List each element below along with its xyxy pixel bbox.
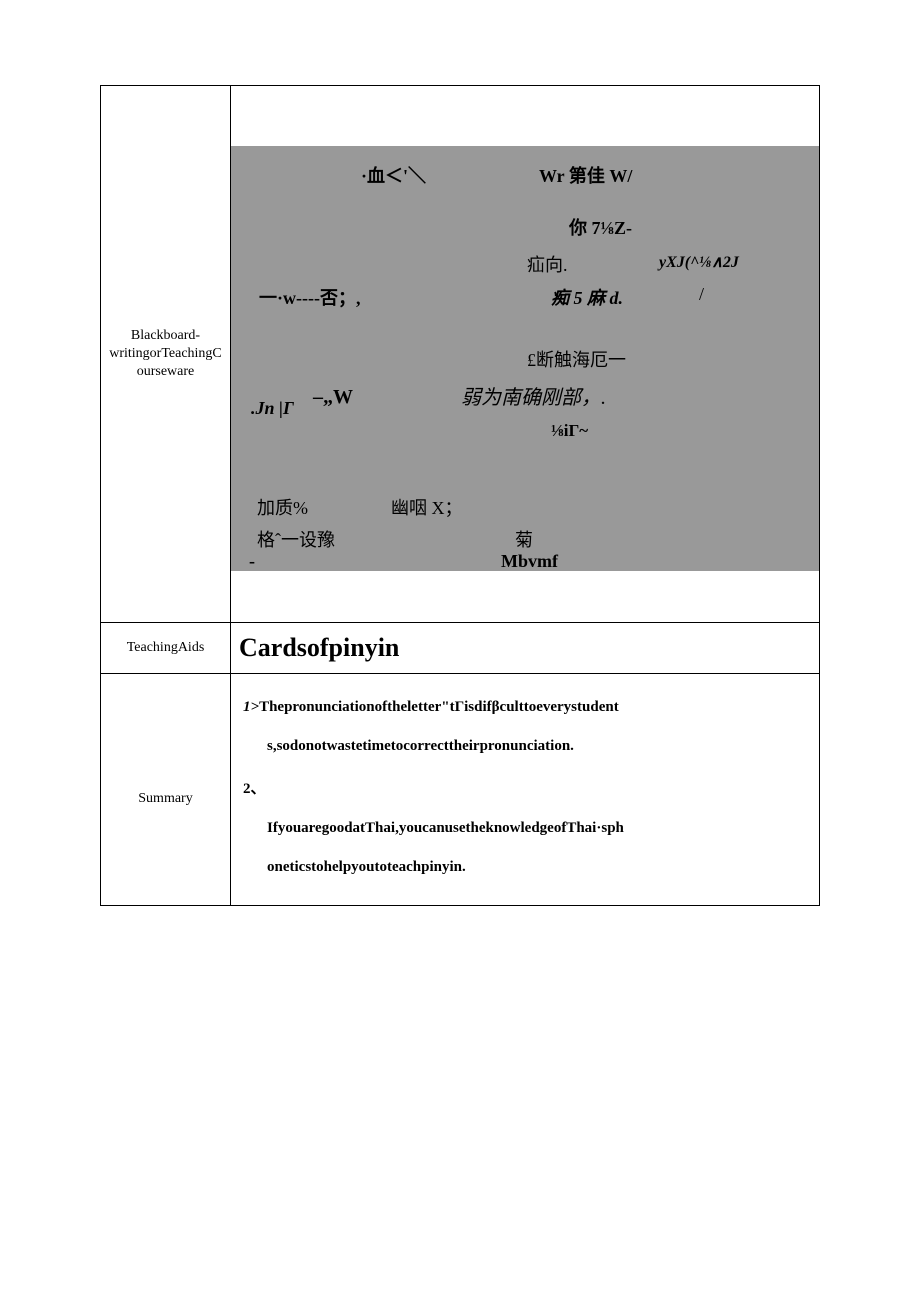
blackboard-white-top <box>231 86 819 146</box>
gray-text-13: ⅛iΓ~ <box>551 421 588 441</box>
gray-text-10: 弱为南确刚部，. <box>461 381 606 410</box>
summary-2-line2: oneticstohelpyoutoteachpinyin. <box>243 848 807 887</box>
gray-text-14: 加质% <box>257 494 308 520</box>
label-aids: TeachingAids <box>101 623 231 674</box>
gray-text-12: –„W <box>313 386 353 409</box>
label-aids-text: TeachingAids <box>127 640 205 655</box>
summary-item-2: 2、 IfyouaregoodatThai,youcanusetheknowle… <box>243 770 807 887</box>
summary-area: 1>Thepronunciationoftheletter"tΓisdifβcu… <box>231 674 819 905</box>
blackboard-area: ·血＜'＼ Wr 第佳 W/ 你 7⅛Z- 疝向. yXJ(^⅛∧2J 一·w-… <box>231 86 819 622</box>
blackboard-white-bottom <box>231 571 819 622</box>
blackboard-gray: ·血＜'＼ Wr 第佳 W/ 你 7⅛Z- 疝向. yXJ(^⅛∧2J 一·w-… <box>231 146 819 571</box>
document-table: Blackboard-writingorTeachingCourseware ·… <box>100 85 820 906</box>
gray-text-19: Mbvmf <box>501 551 558 572</box>
summary-1-num: 1> <box>243 699 259 715</box>
row-blackboard: Blackboard-writingorTeachingCourseware ·… <box>101 86 820 623</box>
summary-1-line1: Thepronunciationoftheletter"tΓisdifβcult… <box>259 699 619 715</box>
label-blackboard: Blackboard-writingorTeachingCourseware <box>101 86 231 623</box>
gray-text-5: yXJ(^⅛∧2J <box>659 252 739 272</box>
aids-area: Cardsofpinyin <box>231 623 819 673</box>
gray-text-3: 你 7⅛Z- <box>569 214 632 240</box>
row-aids: TeachingAids Cardsofpinyin <box>101 623 820 674</box>
cards-text: Cardsofpinyin <box>239 633 399 662</box>
gray-text-6: 一·w----否；, <box>259 284 360 310</box>
label-summary: Summary <box>101 674 231 906</box>
summary-item-1: 1>Thepronunciationoftheletter"tΓisdifβcu… <box>243 688 807 766</box>
gray-text-18: - <box>249 551 255 572</box>
summary-2-num: 2、 <box>243 770 807 809</box>
gray-text-11: .Jn |Γ <box>251 398 294 419</box>
gray-text-7: 痴 5 麻 d. <box>551 284 623 310</box>
gray-text-2: Wr 第佳 W/ <box>539 162 632 188</box>
gray-text-15: 幽咽 X； <box>391 494 463 520</box>
gray-text-4: 疝向. <box>527 251 568 277</box>
content-aids: Cardsofpinyin <box>231 623 820 674</box>
gray-text-1: ·血＜'＼ <box>361 162 426 188</box>
gray-text-16: 格ˆ一设豫 <box>257 526 335 552</box>
gray-text-8: / <box>699 284 704 305</box>
gray-text-9: £断触海厄一 <box>527 346 626 372</box>
row-summary: Summary 1>Thepronunciationoftheletter"tΓ… <box>101 674 820 906</box>
summary-2-line1: IfyouaregoodatThai,youcanusetheknowledge… <box>243 809 807 848</box>
gray-text-17: 菊 <box>515 526 533 552</box>
content-blackboard: ·血＜'＼ Wr 第佳 W/ 你 7⅛Z- 疝向. yXJ(^⅛∧2J 一·w-… <box>231 86 820 623</box>
label-blackboard-text: Blackboard-writingorTeachingCourseware <box>109 328 222 379</box>
content-summary: 1>Thepronunciationoftheletter"tΓisdifβcu… <box>231 674 820 906</box>
summary-1-line2: s,sodonotwastetimetocorrecttheirpronunci… <box>243 727 807 766</box>
label-summary-text: Summary <box>138 791 192 806</box>
